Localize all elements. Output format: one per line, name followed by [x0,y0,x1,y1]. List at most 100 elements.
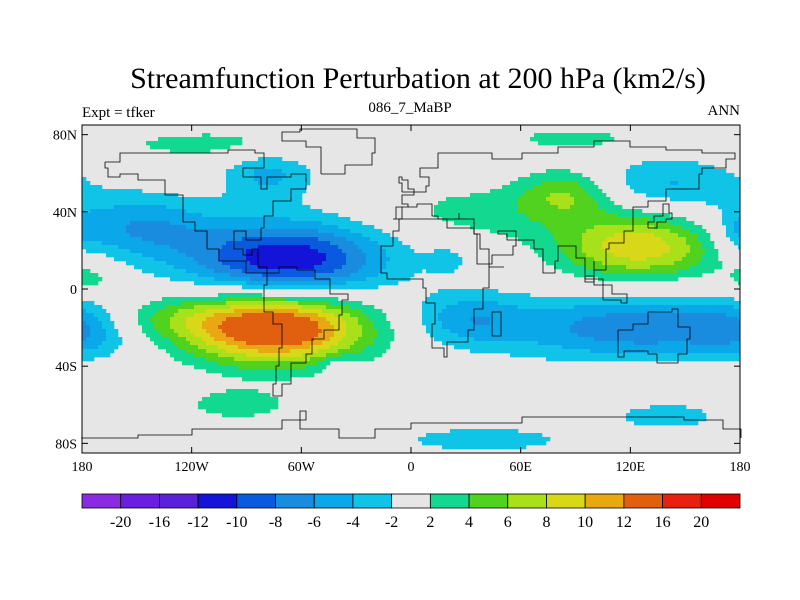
contour-cell [518,201,523,206]
contour-cell [338,225,343,230]
contour-cell [570,185,575,190]
contour-cell [570,233,575,238]
contour-cell [242,345,247,350]
contour-cell [382,341,387,346]
contour-cell [526,177,531,182]
contour-cell [450,325,455,330]
contour-cell [510,329,515,334]
contour-cell [254,189,259,194]
contour-cell [582,265,587,270]
contour-cell [538,193,543,198]
contour-cell [194,213,199,218]
contour-cell [486,321,491,326]
contour-cell [362,233,367,238]
contour-cell [162,345,167,350]
contour-cell [342,301,347,306]
contour-cell [430,313,435,318]
contour-cell [502,301,507,306]
contour-cell [298,245,303,250]
contour-cell [482,433,487,438]
contour-cell [530,173,535,178]
contour-cell [234,373,239,378]
contour-cell [586,265,591,270]
contour-cell [270,405,275,410]
contour-cell [454,297,459,302]
contour-cell [230,373,235,378]
contour-cell [202,197,207,202]
contour-cell [110,197,115,202]
contour-cell [250,161,255,166]
contour-cell [538,333,543,338]
contour-cell [146,197,151,202]
contour-cell [386,345,391,350]
contour-cell [450,329,455,334]
contour-cell [558,185,563,190]
contour-cell [98,189,103,194]
contour-cell [466,289,471,294]
contour-cell [234,309,239,314]
contour-cell [230,349,235,354]
contour-cell [450,429,455,434]
contour-cell [334,317,339,322]
contour-cell [342,249,347,254]
contour-cell [434,305,439,310]
contour-cell [234,277,239,282]
contour-cell [622,273,627,278]
contour-cell [578,177,583,182]
contour-cell [246,269,251,274]
contour-cell [438,317,443,322]
contour-cell [270,189,275,194]
contour-cell [514,293,519,298]
contour-cell [102,225,107,230]
contour-cell [258,237,263,242]
contour-cell [166,349,171,354]
contour-cell [478,429,483,434]
contour-cell [602,329,607,334]
contour-cell [474,429,479,434]
contour-cell [522,209,527,214]
contour-cell [566,217,571,222]
contour-cell [150,233,155,238]
contour-cell [302,181,307,186]
contour-cell [438,305,443,310]
contour-cell [202,357,207,362]
contour-cell [254,325,259,330]
contour-cell [378,353,383,358]
contour-cell [206,409,211,414]
contour-cell [214,353,219,358]
contour-cell [610,305,615,310]
contour-cell [594,213,599,218]
contour-cell [130,261,135,266]
contour-cell [226,269,231,274]
contour-cell [278,377,283,382]
contour-cell [534,245,539,250]
contour-cell [154,249,159,254]
contour-cell [218,249,223,254]
contour-cell [190,237,195,242]
contour-cell [194,145,199,150]
contour-cell [138,205,143,210]
contour-cell [418,269,423,274]
contour-cell [486,293,491,298]
contour-cell [346,221,351,226]
contour-cell [214,361,219,366]
contour-cell [386,269,391,274]
contour-cell [94,237,99,242]
contour-cell [442,289,447,294]
contour-cell [334,313,339,318]
contour-cell [522,441,527,446]
contour-cell [194,357,199,362]
contour-cell [194,325,199,330]
contour-cell [282,221,287,226]
contour-cell [466,293,471,298]
contour-cell [250,229,255,234]
contour-cell [134,201,139,206]
contour-cell [526,337,531,342]
contour-cell [278,189,283,194]
contour-cell [370,277,375,282]
contour-cell [526,297,531,302]
contour-cell [574,229,579,234]
contour-cell [206,221,211,226]
contour-cell [142,305,147,310]
contour-cell [110,325,115,330]
